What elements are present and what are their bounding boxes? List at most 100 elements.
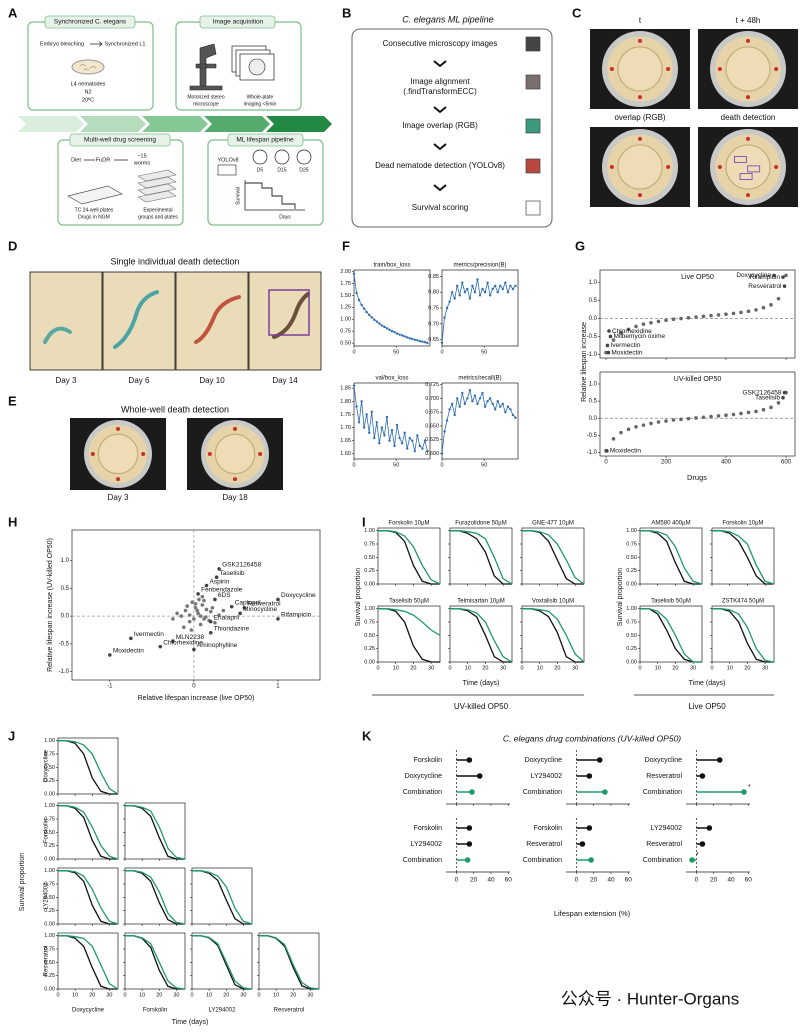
label: Day 10 bbox=[199, 376, 225, 385]
drug-point bbox=[716, 414, 721, 418]
plot-frame bbox=[124, 802, 186, 860]
plot-frame bbox=[71, 529, 321, 681]
micro-image bbox=[248, 271, 322, 371]
pipeline-box bbox=[351, 28, 553, 228]
combo-label: Combination bbox=[643, 789, 682, 796]
x-tick-label: 50 bbox=[481, 349, 487, 355]
metric-point bbox=[448, 408, 451, 411]
labeled-point bbox=[108, 653, 112, 657]
x-tick-label: 0 bbox=[190, 992, 193, 998]
metric-point bbox=[458, 294, 461, 297]
plot-frame bbox=[521, 605, 585, 663]
timeline-arrow bbox=[204, 116, 270, 132]
label: TC 24-well plates bbox=[75, 207, 114, 213]
y-tick-label: 0.00 bbox=[44, 791, 55, 797]
label: microscope bbox=[193, 101, 219, 107]
x-tick-label: 0 bbox=[257, 992, 260, 998]
plate-stack bbox=[137, 176, 177, 189]
plate-marker bbox=[717, 165, 722, 169]
x-tick-label: 20 bbox=[156, 992, 162, 998]
metric-point bbox=[395, 423, 399, 427]
metric-point bbox=[440, 341, 444, 345]
metric-point bbox=[395, 332, 399, 335]
metric-point bbox=[416, 339, 419, 342]
x-tick-label: 30 bbox=[572, 665, 578, 671]
plot-frame bbox=[441, 269, 519, 347]
survival-curve bbox=[640, 530, 702, 585]
y-tick-label: 2.00 bbox=[340, 269, 351, 275]
drug-point bbox=[746, 309, 751, 314]
y-tick-label: 0.25 bbox=[44, 908, 55, 914]
drug-point bbox=[221, 608, 226, 613]
plate-marker bbox=[116, 426, 120, 431]
timeline-arrow bbox=[266, 116, 332, 132]
plate-well bbox=[617, 144, 663, 190]
plot-frame bbox=[711, 605, 775, 663]
metric-point bbox=[400, 334, 404, 337]
panel-letter: K bbox=[362, 728, 372, 743]
x-tick-label: 20 bbox=[410, 665, 416, 671]
annotated-point bbox=[782, 284, 787, 288]
y-tick-label: 0.25 bbox=[626, 568, 637, 574]
label: worms bbox=[133, 160, 150, 166]
combo-label: Resveratrol bbox=[646, 773, 682, 780]
metric-point bbox=[380, 426, 384, 429]
drug-point bbox=[619, 430, 623, 435]
y-tick-label: 0.5 bbox=[61, 586, 70, 592]
drug-point bbox=[701, 415, 706, 420]
metric-point bbox=[408, 337, 411, 340]
drug-point bbox=[694, 315, 698, 319]
x-tick-label: 20 bbox=[744, 665, 750, 671]
drug-point bbox=[210, 605, 215, 610]
survival-sketch-axes bbox=[244, 180, 305, 211]
label: Diet bbox=[71, 157, 81, 163]
drug-point bbox=[182, 625, 186, 630]
microscope bbox=[189, 43, 223, 91]
labeled-point bbox=[204, 583, 209, 588]
plot-frame bbox=[449, 605, 513, 663]
y-tick-label: 0.00 bbox=[44, 921, 55, 927]
metric-point bbox=[426, 449, 429, 453]
drug-point bbox=[200, 594, 205, 599]
drug-point bbox=[192, 617, 196, 621]
combo-label: Resveratrol bbox=[646, 841, 682, 848]
annotated-point bbox=[781, 275, 785, 279]
y-tick-label: -1.0 bbox=[587, 450, 598, 456]
annotated-point bbox=[607, 329, 611, 333]
annotated-point bbox=[782, 390, 787, 395]
label: Experimental bbox=[143, 207, 172, 213]
metric-point bbox=[375, 320, 378, 323]
metric-point bbox=[378, 322, 381, 325]
metric-point bbox=[488, 294, 492, 297]
metric-point bbox=[362, 307, 366, 310]
metric-point bbox=[499, 284, 502, 288]
metric-point bbox=[357, 298, 361, 302]
plate-marker bbox=[666, 165, 671, 169]
x-tick-label: 20 bbox=[482, 665, 488, 671]
drug-point bbox=[611, 437, 616, 441]
drug-point bbox=[701, 314, 706, 319]
plot-frame bbox=[124, 867, 186, 925]
metric-point bbox=[453, 297, 456, 300]
x-tick-label: 30 bbox=[307, 992, 313, 998]
metric-point bbox=[373, 436, 376, 440]
x-tick-label: -1 bbox=[107, 684, 113, 690]
label: Image acquisition bbox=[213, 19, 264, 26]
y-tick-label: 0.675 bbox=[425, 410, 439, 416]
y-tick-label: 0.75 bbox=[340, 329, 351, 335]
lollipop-head bbox=[596, 757, 603, 763]
lollipop-head bbox=[586, 773, 593, 779]
worm bbox=[43, 326, 72, 344]
plate-well bbox=[214, 433, 256, 475]
step-icon bbox=[525, 118, 541, 134]
x-tick-label: 0 bbox=[710, 665, 713, 671]
survival-curve bbox=[125, 805, 185, 860]
annotated-point bbox=[608, 334, 613, 339]
petri-dish bbox=[71, 59, 105, 75]
annotated-point bbox=[781, 395, 785, 400]
label: Day 18 bbox=[222, 493, 248, 502]
y-tick-label: 1.00 bbox=[626, 606, 637, 612]
metric-point bbox=[411, 337, 414, 341]
label: train/box_loss bbox=[373, 263, 410, 269]
drug-point bbox=[761, 407, 766, 412]
